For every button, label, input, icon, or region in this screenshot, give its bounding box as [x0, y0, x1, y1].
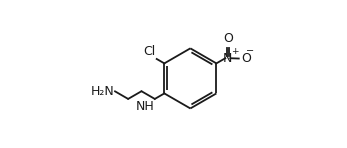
Text: NH: NH — [135, 100, 154, 113]
Text: H₂N: H₂N — [90, 85, 114, 98]
Text: +: + — [231, 47, 238, 56]
Text: O: O — [242, 52, 251, 65]
Text: −: − — [246, 46, 254, 56]
Text: O: O — [223, 32, 233, 45]
Text: Cl: Cl — [143, 45, 155, 58]
Text: N: N — [223, 52, 232, 65]
